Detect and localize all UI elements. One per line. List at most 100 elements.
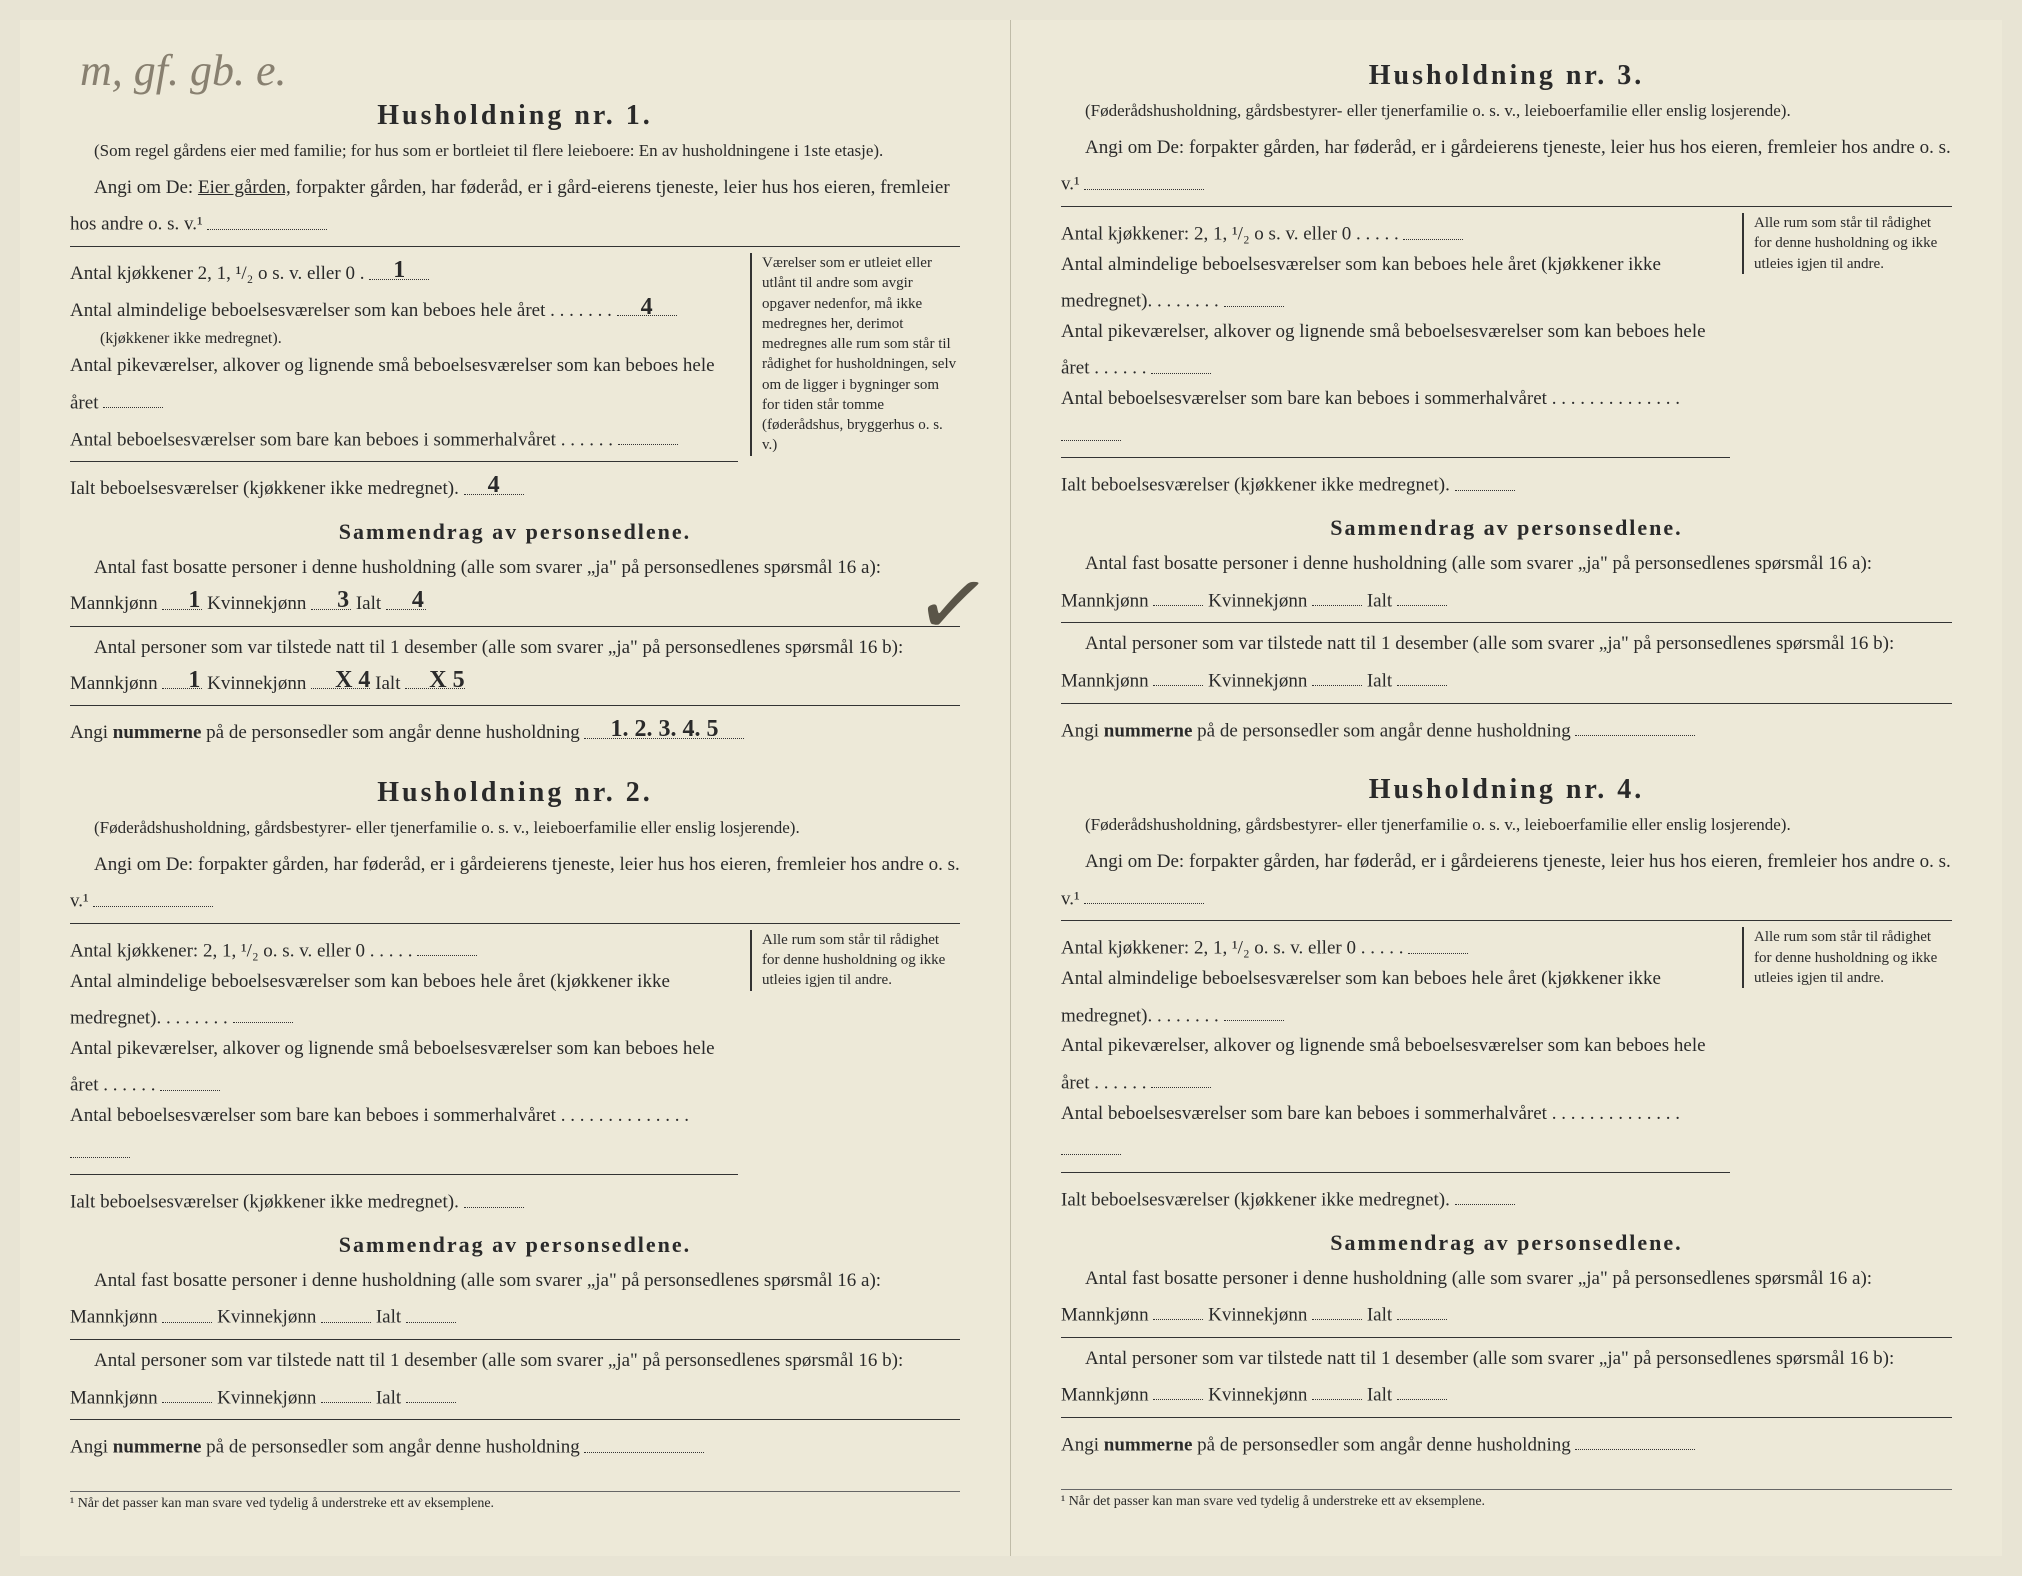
ialt-label: Ialt [1367,1384,1392,1405]
household-2-angi: Angi om De: forpakter gården, har føderå… [70,850,960,917]
total-label: Ialt beboelsesværelser (kjøkkener ikke m… [70,478,459,499]
separator [1061,1337,1952,1338]
kv-label: Kvinnekjønn [1208,590,1307,611]
q16a-t [1397,580,1447,606]
pike-line: Antal pikeværelser, alkover og lignende … [70,351,738,418]
kv-label: Kvinnekjønn [1208,1304,1307,1325]
side-note-4: Alle rum som står til rådighet for denne… [1742,927,1952,988]
kitchen-line: Antal kjøkkener: 2, 1, ¹/₂ o s. v. eller… [1061,213,1730,250]
q16a-m [1153,1294,1203,1320]
q16a-t [1397,1294,1447,1320]
nums-value: 1. 2. 3. 4. 5 [584,712,744,738]
nums-value [1575,710,1695,736]
kitchens-label: Antal kjøkkener: 2, 1, ¹/₂ o. s. v. elle… [1061,938,1356,959]
total-label: Ialt beboelsesværelser (kjøkkener ikke m… [1061,1189,1450,1210]
q16b-k [321,1377,371,1403]
q16b-line: Antal personer som var tilstede natt til… [1061,1344,1952,1411]
pike-value [1151,347,1211,373]
kv-label: Kvinnekjønn [1208,1384,1307,1405]
kv-label: Kvinnekjønn [217,1387,316,1408]
side-note-1: Værelser som er utleiet eller utlånt til… [750,253,960,456]
summer-line: Antal beboelsesværelser som bare kan beb… [1061,384,1730,451]
pike-value [103,382,163,408]
q16b-k [1312,660,1362,686]
rooms-main: Antal kjøkkener: 2, 1, ¹/₂ o. s. v. elle… [1061,927,1730,1215]
summer-line: Antal beboelsesværelser som bare kan beb… [70,1101,738,1168]
kv-label: Kvinnekjønn [1208,670,1307,691]
rooms-main: Antal kjøkkener: 2, 1, ¹/₂ o. s. v. elle… [70,930,738,1218]
right-page: Husholdning nr. 3. (Føderådshusholdning,… [1011,20,2002,1556]
summary-title-2: Sammendrag av personsedlene. [70,1232,960,1258]
household-2: Husholdning nr. 2. (Føderådshusholdning,… [70,777,960,1463]
total-value: 4 [464,468,524,494]
summary-title-3: Sammendrag av personsedlene. [1061,515,1952,541]
nums-line: Angi nummerne på de personsedler som ang… [1061,710,1952,747]
separator [1061,622,1952,623]
household-4-angi: Angi om De: forpakter gården, har føderå… [1061,847,1952,914]
rooms-line: Antal almindelige beboelsesværelser som … [70,290,738,352]
q16a-m [162,1296,212,1322]
separator [1061,1172,1730,1173]
total-value [1455,1179,1515,1205]
summer-label: Antal beboelsesværelser som bare kan beb… [70,429,556,450]
summer-label: Antal beboelsesværelser som bare kan beb… [1061,388,1547,409]
footnote-right: ¹ Når det passer kan man svare ved tydel… [1061,1489,1952,1510]
kitchen-line: Antal kjøkkener 2, 1, ¹/₂ o s. v. eller … [70,253,738,289]
household-2-rooms-block: Antal kjøkkener: 2, 1, ¹/₂ o. s. v. elle… [70,930,960,1218]
left-page: m, gf. gb. e. Husholdning nr. 1. (Som re… [20,20,1011,1556]
side-note-2: Alle rum som står til rådighet for denne… [750,930,960,991]
rooms-label: Antal almindelige beboelsesværelser som … [70,300,545,321]
q16a-line: Antal fast bosatte personer i denne hush… [1061,1264,1952,1331]
rooms-main: Antal kjøkkener 2, 1, ¹/₂ o s. v. eller … [70,253,738,505]
ialt-label: Ialt [376,1387,401,1408]
nums-label: Angi nummerne på de personsedler som ang… [1061,720,1571,741]
angi-prefix: Angi om De: [1085,137,1184,158]
q16a-m: 1 [162,583,202,609]
rooms-note: (kjøkkener ikke medregnet). [100,326,738,352]
summer-value [618,419,678,445]
nums-line: Angi nummerne på de personsedler som ang… [1061,1424,1952,1461]
household-3: Husholdning nr. 3. (Føderådshusholdning,… [1061,60,1952,746]
separator [1061,457,1730,458]
household-3-rooms-block: Antal kjøkkener: 2, 1, ¹/₂ o s. v. eller… [1061,213,1952,501]
q16a-line: Antal fast bosatte personer i denne hush… [70,1266,960,1333]
household-2-title: Husholdning nr. 2. [70,777,960,809]
q16b-t [1397,660,1447,686]
q16b-m: 1 [162,663,202,689]
q16b-k: X 4 [311,663,370,689]
separator [70,705,960,706]
total-line: Ialt beboelsesværelser (kjøkkener ikke m… [1061,464,1730,501]
q16a-k [1312,1294,1362,1320]
separator [1061,206,1952,207]
separator [70,923,960,924]
household-1-title: Husholdning nr. 1. [70,100,960,132]
separator [70,461,738,462]
nums-label: Angi nummerne på de personsedler som ang… [70,722,580,743]
summer-line: Antal beboelsesværelser som bare kan beb… [70,419,738,456]
nums-value [1575,1424,1695,1450]
kitchens-value: 1 [369,253,429,279]
kv-label: Kvinnekjønn [207,593,306,614]
angi-prefix: Angi om De: [94,177,193,198]
separator [70,626,960,627]
pike-label: Antal pikeværelser, alkover og lignende … [70,355,715,413]
summer-value [1061,1129,1121,1155]
household-4-rooms-block: Antal kjøkkener: 2, 1, ¹/₂ o. s. v. elle… [1061,927,1952,1215]
summary-title-4: Sammendrag av personsedlene. [1061,1230,1952,1256]
total-line: Ialt beboelsesværelser (kjøkkener ikke m… [70,468,738,504]
nums-label: Angi nummerne på de personsedler som ang… [70,1437,580,1458]
rooms-line: Antal almindelige beboelsesværelser som … [70,967,738,1034]
rooms-label: Antal almindelige beboelsesværelser som … [1061,254,1661,312]
ialt-label: Ialt [1367,1304,1392,1325]
rooms-value: 4 [617,290,677,316]
q16b-t [1397,1374,1447,1400]
q16b-m [1153,660,1203,686]
rooms-value [233,997,293,1023]
separator [70,1174,738,1175]
q16a-line: Antal fast bosatte personer i denne hush… [70,553,960,620]
rooms-line: Antal almindelige beboelsesværelser som … [1061,964,1730,1031]
kitchens-label: Antal kjøkkener 2, 1, ¹/₂ o s. v. eller … [70,263,355,284]
total-line: Ialt beboelsesværelser (kjøkkener ikke m… [1061,1179,1730,1216]
pike-value [1151,1062,1211,1088]
q16a-t: 4 [386,583,426,609]
